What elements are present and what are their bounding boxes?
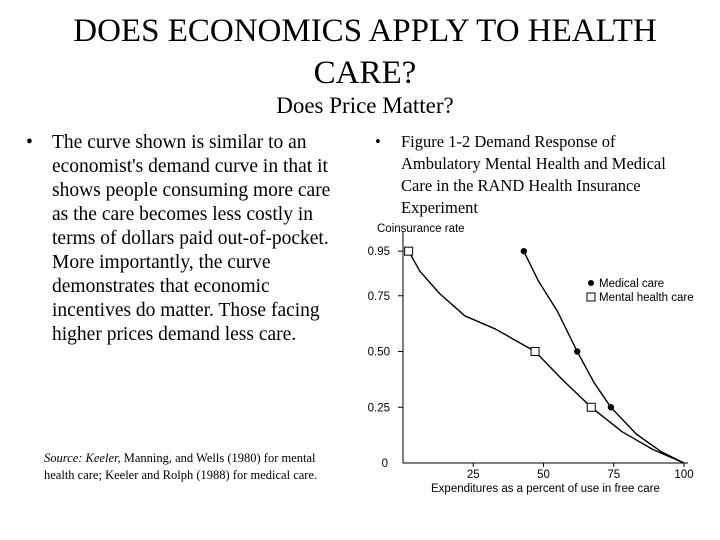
slide-title-line-2: CARE? [313,55,417,91]
legend-marker-mental [586,292,596,302]
slide-title: DOES ECONOMICS APPLY TO HEALTH CARE? [20,10,710,94]
x-tick-label: 25 [467,469,480,481]
y-tick-label: 0.75 [368,291,390,303]
x-tick-label: 75 [607,469,620,481]
right-bullet-marker: • [375,132,381,151]
mental-health-point [530,347,540,356]
medical-care-point [607,404,615,411]
source-italic: Source: Keeler, [44,451,121,465]
y-tick-label: 0.25 [368,402,390,414]
legend-label: Mental health care [599,292,694,304]
left-bullet-text: The curve shown is similar to an economi… [52,132,331,345]
y-tick-label: 0.50 [368,347,390,359]
legend-label: Medical care [599,278,664,290]
figure-caption: Figure 1-2 Demand Response of Ambulatory… [401,132,666,217]
slide-subtitle: Does Price Matter? [276,93,454,118]
mental-health-point [404,246,414,256]
slide-title-line-1: DOES ECONOMICS APPLY TO HEALTH [73,13,657,49]
left-bullet-marker: • [26,132,33,153]
y-axis-label: Coinsurance rate [377,223,465,235]
series-curve [523,250,685,464]
x-tick-label: 100 [674,469,693,481]
mental-health-point [586,402,596,412]
legend-marker-medical [588,280,594,286]
source-citation: Source: Keeler, Manning, and Wells (1980… [44,450,334,484]
source-rest: Manning, and Wells (1980) for mental hea… [44,451,318,482]
x-axis-label: Expenditures as a percent of use in free… [431,483,660,495]
x-tick-label: 50 [537,469,550,481]
right-bullet: • Figure 1-2 Demand Response of Ambulato… [375,131,695,219]
y-tick-label: 0.95 [368,246,390,258]
medical-care-point [574,348,581,355]
left-bullet: • The curve shown is similar to an econo… [26,131,348,347]
medical-care-point [520,247,528,255]
origin-label: 0 [382,458,388,470]
